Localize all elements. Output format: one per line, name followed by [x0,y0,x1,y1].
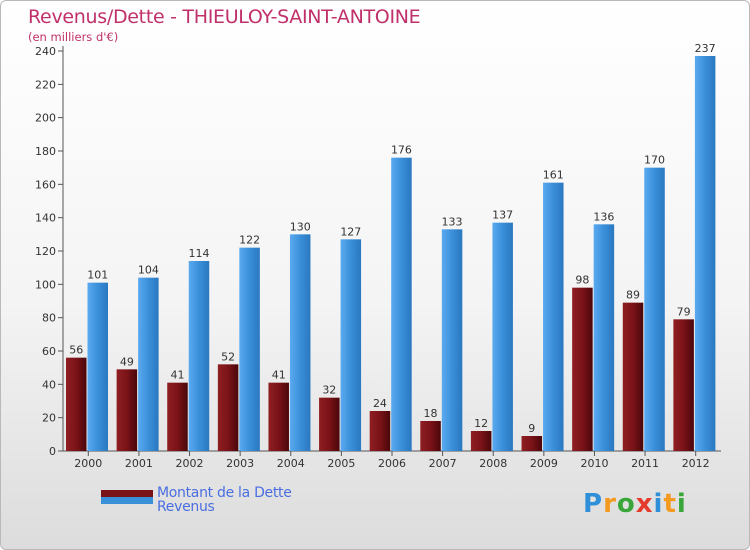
data-label: 56 [69,344,83,357]
bar-debt [167,382,188,451]
x-tick-label: 2011 [631,457,659,470]
bar-debt [268,382,289,451]
data-label: 133 [442,215,463,228]
x-tick-label: 2003 [226,457,254,470]
y-tick-label: 100 [35,278,56,291]
y-tick-label: 20 [42,412,56,425]
bar-debt [420,421,441,451]
logo-letter: x [635,489,654,519]
y-tick-label: 240 [35,45,56,58]
chart-subtitle: (en milliers d'€) [28,30,119,44]
y-tick-label: 200 [35,112,56,125]
logo-letter: t [663,489,677,519]
data-label: 49 [120,355,134,368]
y-tick-label: 0 [49,445,56,458]
bar-debt [319,397,340,451]
x-tick-label: 2000 [74,457,102,470]
bar-debt [470,431,492,451]
y-tick-label: 120 [35,245,56,258]
bar-revenus [391,157,412,451]
bar-revenus [441,229,463,451]
bar-debt [673,319,694,451]
data-label: 89 [626,289,640,302]
bar-revenus [138,277,159,451]
data-label: 104 [138,264,159,277]
logo-letter: r [603,489,617,519]
data-labels-group: 56 101 49 104 41 114 52 122 41 130 32 127 24 176 18 133… [69,42,715,435]
bar-revenus [239,247,260,451]
legend-swatch-debt [101,490,153,497]
bar-revenus [289,234,311,451]
bar-debt [521,436,543,451]
logo-letter: i [653,489,664,519]
x-tick-label: 2008 [479,457,507,470]
chart-title: Revenus/Dette - THIEULOY-SAINT-ANTOINE [28,6,421,28]
legend-swatch-revenus [101,497,153,504]
bar-debt [572,287,593,451]
data-label: 32 [322,384,336,397]
logo-letter: i [676,489,687,519]
data-label: 52 [221,350,235,363]
bars-group [66,56,716,451]
bar-revenus [543,182,564,451]
logo-letter: P [583,489,604,519]
data-label: 41 [272,369,286,382]
x-tick-label: 2005 [327,457,355,470]
bar-revenus [492,222,513,451]
bar-debt [369,411,391,451]
x-tick-label: 2012 [682,457,710,470]
x-tick-label: 2010 [580,457,608,470]
bar-revenus [188,261,210,451]
bar-revenus [694,56,716,451]
data-label: 79 [677,305,691,318]
data-label: 41 [170,369,184,382]
data-label: 9 [528,422,535,435]
data-label: 12 [474,417,488,430]
data-label: 114 [188,247,209,260]
data-label: 24 [373,397,387,410]
y-tick-label: 80 [42,312,56,325]
data-label: 127 [340,225,361,238]
data-label: 101 [87,269,108,282]
x-tick-label: 2004 [277,457,305,470]
bar-debt [622,302,644,451]
legend-label-revenus: Revenus [157,499,215,515]
y-tick-label: 60 [42,345,56,358]
data-label: 161 [543,169,564,182]
data-label: 122 [239,234,260,247]
y-tick-label: 160 [35,178,56,191]
y-tick-label: 180 [35,145,56,158]
data-label: 18 [424,407,438,420]
data-label: 137 [492,209,513,222]
x-tick-label: 2009 [530,457,558,470]
logo-letter: o [616,489,636,519]
bar-chart: 0 20 40 60 80 100 120 140 160 180 200 220 240 2000 200… [35,42,721,470]
bar-revenus [340,239,362,451]
bar-revenus [87,282,108,451]
x-tick-label: 2001 [125,457,153,470]
y-tick-label: 40 [42,378,56,391]
bar-revenus [644,167,665,451]
bar-debt [66,357,87,451]
data-label: 130 [290,220,311,233]
data-label: 237 [695,42,716,55]
bar-debt [116,369,138,451]
y-tick-label: 220 [35,78,56,91]
x-tick-label: 2006 [378,457,406,470]
proxiti-logo: Proxiti [583,489,687,519]
x-tick-label: 2002 [176,457,204,470]
data-label: 98 [575,274,589,287]
bar-revenus [593,224,615,451]
bar-debt [217,364,239,451]
x-tick-label: 2007 [429,457,457,470]
y-tick-label: 140 [35,212,56,225]
data-label: 136 [593,210,614,223]
data-label: 170 [644,154,665,167]
data-label: 176 [391,144,412,157]
legend-label-debt: Montant de la Dette [157,485,292,501]
